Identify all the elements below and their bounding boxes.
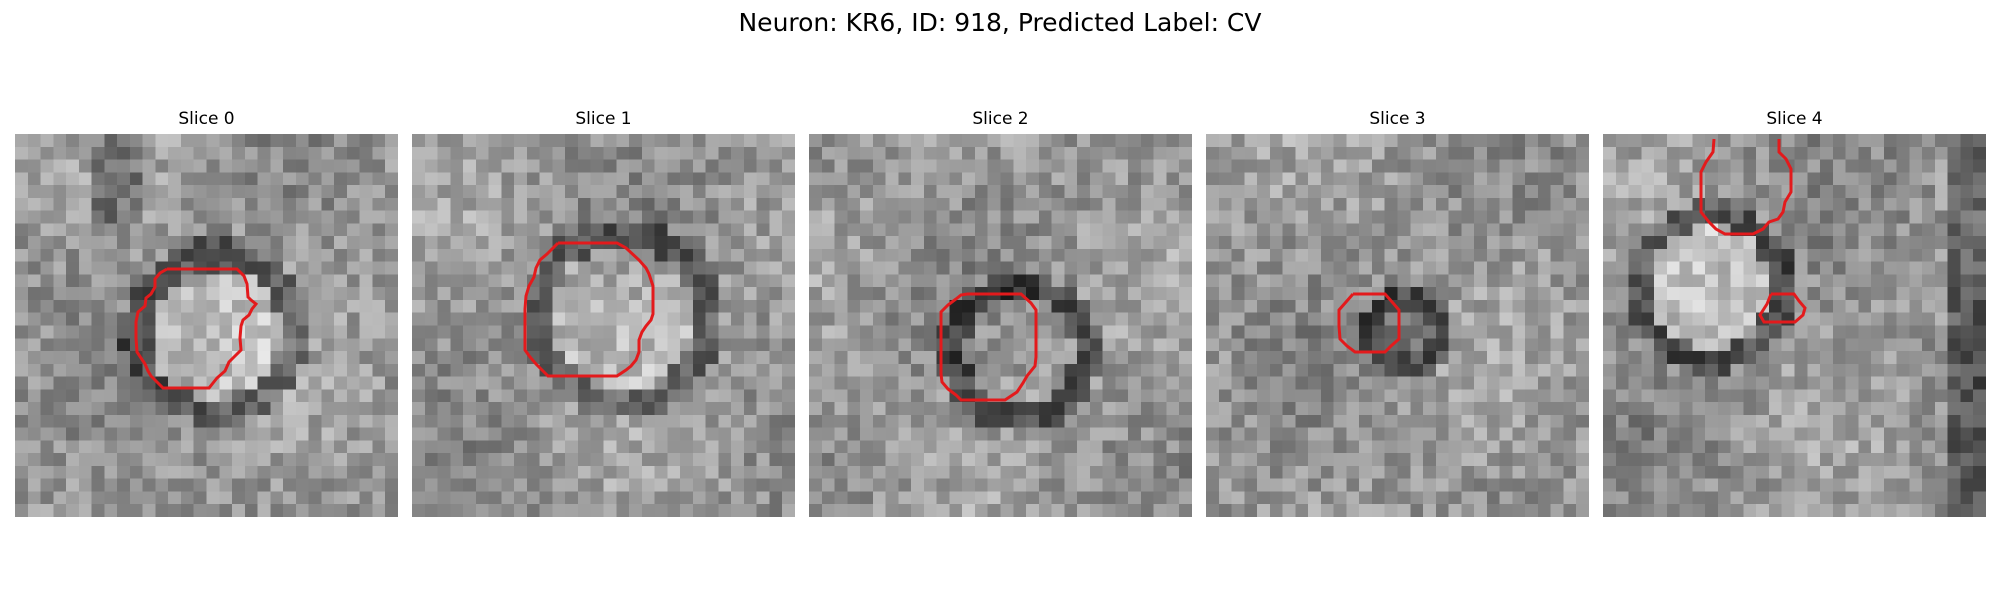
slice-image-4 (1603, 134, 1986, 517)
slice-image-3 (1206, 134, 1589, 517)
slice-title-0: Slice 0 (178, 109, 235, 129)
slice-image-1 (412, 134, 795, 517)
slice-title-4: Slice 4 (1766, 109, 1823, 129)
slice-title-1: Slice 1 (575, 109, 632, 129)
figure-title: Neuron: KR6, ID: 918, Predicted Label: C… (738, 8, 1262, 37)
slice-image-2 (809, 134, 1192, 517)
slice-title-2: Slice 2 (972, 109, 1029, 129)
slice-title-3: Slice 3 (1369, 109, 1426, 129)
slice-image-0 (15, 134, 398, 517)
